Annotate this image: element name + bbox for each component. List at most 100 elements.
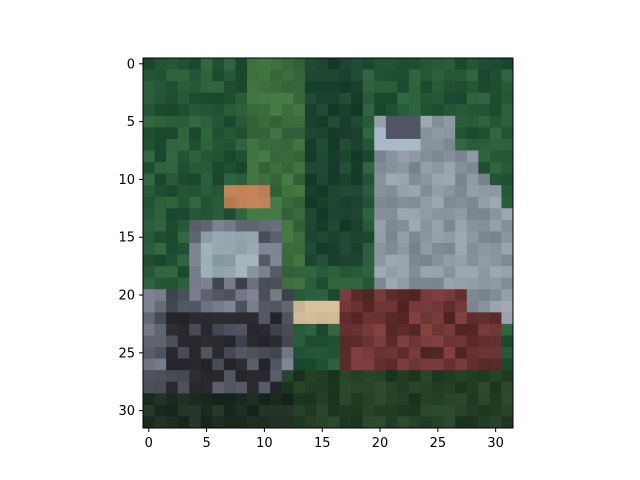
y-tick-label: 25 (118, 346, 135, 361)
image-pixel (385, 173, 398, 186)
image-pixel (177, 289, 190, 302)
image-pixel (258, 347, 271, 360)
image-pixel (420, 266, 433, 279)
image-pixel (258, 150, 271, 163)
image-pixel (316, 127, 329, 140)
x-tick-label: 10 (256, 436, 273, 451)
image-pixel (328, 127, 340, 140)
image-pixel (200, 219, 213, 232)
image-pixel (200, 254, 213, 267)
image-pixel (177, 277, 190, 290)
image-pixel (258, 196, 271, 209)
image-pixel (177, 370, 190, 383)
image-pixel (443, 358, 456, 371)
image-pixel (223, 196, 236, 209)
image-pixel (455, 370, 468, 383)
image-pixel (247, 289, 260, 302)
image-pixel (397, 404, 410, 417)
image-pixel (304, 104, 317, 117)
image-pixel (166, 300, 179, 313)
image-pixel (258, 243, 271, 255)
image-pixel (247, 173, 260, 186)
image-pixel (362, 381, 375, 394)
image-pixel (247, 127, 260, 140)
image-pixel (212, 208, 225, 221)
image-pixel (223, 115, 236, 128)
image-pixel (501, 92, 514, 105)
image-pixel (374, 404, 387, 417)
image-pixel (293, 196, 306, 209)
image-pixel (281, 208, 294, 221)
image-pixel (270, 243, 283, 255)
image-pixel (478, 150, 491, 163)
x-tick-label: 20 (372, 436, 389, 451)
image-pixel (143, 323, 155, 336)
image-pixel (466, 347, 479, 360)
image-pixel (420, 393, 433, 406)
image-pixel (432, 81, 445, 94)
image-pixel (212, 127, 225, 140)
image-pixel (212, 254, 225, 267)
image-pixel (235, 208, 248, 221)
image-pixel (247, 196, 260, 209)
image-pixel (235, 289, 248, 302)
image-pixel (177, 381, 190, 394)
image-pixel (304, 219, 317, 232)
y-tick-label: 15 (118, 231, 135, 246)
image-pixel (316, 358, 329, 371)
image-pixel (374, 358, 387, 371)
image-pixel (143, 335, 155, 348)
image-pixel (420, 138, 433, 151)
image-pixel (200, 150, 213, 163)
image-pixel (397, 104, 410, 117)
image-pixel (328, 370, 340, 383)
image-pixel (281, 231, 294, 244)
image-pixel (432, 335, 445, 348)
image-pixel (281, 381, 294, 394)
image-pixel (374, 185, 387, 198)
image-pixel (420, 335, 433, 348)
image-pixel (270, 58, 283, 70)
image-pixel (304, 404, 317, 417)
image-pixel (223, 300, 236, 313)
image-pixel (501, 219, 514, 232)
image-pixel (466, 127, 479, 140)
image-pixel (385, 312, 398, 325)
image-pixel (223, 162, 236, 175)
image-pixel (362, 266, 375, 279)
image-pixel (489, 277, 502, 290)
image-pixel (281, 312, 294, 325)
image-pixel (154, 312, 167, 325)
image-pixel (420, 277, 433, 290)
image-pixel (432, 58, 445, 70)
image-pixel (270, 185, 283, 198)
image-pixel (281, 289, 294, 302)
image-pixel (455, 127, 468, 140)
image-pixel (166, 393, 179, 406)
image-pixel (385, 208, 398, 221)
image-pixel (455, 58, 468, 70)
image-pixel (489, 92, 502, 105)
image-pixel (270, 254, 283, 267)
image-pixel (212, 312, 225, 325)
image-pixel (304, 185, 317, 198)
image-pixel (443, 370, 456, 383)
image-pixel (143, 92, 155, 105)
image-pixel (385, 404, 398, 417)
image-pixel (385, 358, 398, 371)
image-pixel (304, 138, 317, 151)
image-pixel (455, 277, 468, 290)
y-axis: 0 5 10 15 20 25 30 (118, 57, 143, 419)
image-pixel (281, 393, 294, 406)
image-pixel (339, 58, 352, 70)
image-pixel (258, 162, 271, 175)
image-pixel (455, 196, 468, 209)
image-pixel (501, 393, 514, 406)
image-pixel (316, 138, 329, 151)
image-pixel (247, 115, 260, 128)
image-pixel (212, 92, 225, 105)
image-pixel (235, 254, 248, 267)
image-pixel (200, 231, 213, 244)
image-pixel (247, 370, 260, 383)
image-pixel (339, 185, 352, 198)
